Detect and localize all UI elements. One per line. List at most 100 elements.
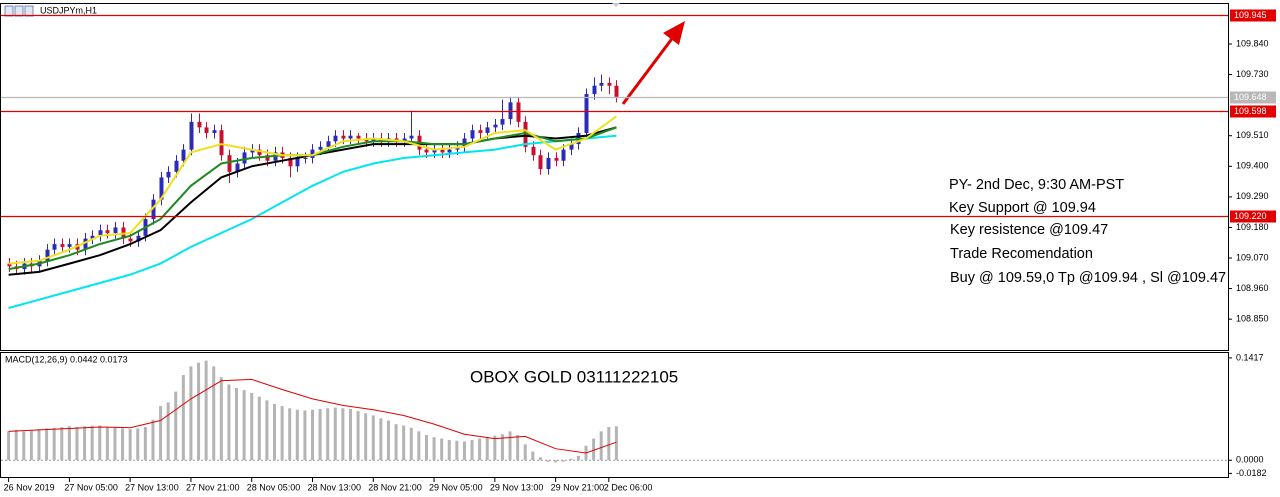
macd-bar <box>318 408 322 461</box>
x-tick-label: 27 Nov 21:00 <box>186 482 240 492</box>
candle-body <box>554 157 559 161</box>
candle-body <box>113 227 118 233</box>
macd-bar <box>181 375 185 461</box>
macd-bar <box>607 427 611 461</box>
macd-bar <box>485 437 489 461</box>
macd-bar <box>364 413 368 461</box>
macd-bar <box>273 403 277 461</box>
x-tick-label: 27 Nov 13:00 <box>125 482 179 492</box>
y-tick-label: -0.0182 <box>1236 468 1267 478</box>
candle-body <box>265 155 270 161</box>
macd-bar <box>523 444 527 461</box>
candle-body <box>189 121 194 150</box>
candle-body <box>242 152 247 164</box>
candle-body <box>493 124 498 128</box>
macd-bar <box>166 402 170 461</box>
macd-bar <box>128 429 132 461</box>
candle-body <box>212 130 217 133</box>
macd-bar <box>105 427 109 461</box>
annotation: Buy @ 109.59,0 Tp @109.94 , Sl @109.47 <box>950 270 1226 286</box>
y-tick-label: 109.180 <box>1236 222 1269 232</box>
macd-bar <box>470 440 474 461</box>
macd-bar <box>235 388 239 461</box>
macd-bar <box>554 460 558 463</box>
moving-average-line <box>8 134 617 309</box>
chart-title: USDJPYm,H1 <box>40 5 97 15</box>
macd-bar <box>174 391 178 461</box>
candle-body <box>478 130 483 133</box>
macd-bar <box>143 427 147 461</box>
candle-body <box>295 157 300 167</box>
candle-body <box>235 163 240 172</box>
candle-body <box>60 244 65 247</box>
y-tick-label: 108.850 <box>1236 314 1269 324</box>
candle-body <box>174 160 179 172</box>
macd-bar <box>29 430 33 461</box>
y-tick-label: 109.730 <box>1236 69 1269 79</box>
candle-body <box>219 130 224 156</box>
macd-bar <box>159 406 163 461</box>
level-label-box <box>1230 105 1276 118</box>
candle-body <box>470 130 475 139</box>
macd-title: MACD(12,26,9) 0.0442 0.0173 <box>5 354 128 364</box>
macd-bar <box>371 415 375 461</box>
macd-bar <box>500 434 504 461</box>
macd-bar <box>379 418 383 461</box>
y-tick-label: 0.0000 <box>1236 455 1264 465</box>
x-tick-label: 26 Nov 2019 <box>4 482 55 492</box>
candle-body <box>45 249 50 261</box>
macd-bar <box>227 384 231 461</box>
annotation: PY- 2nd Dec, 9:30 AM-PST <box>949 177 1124 193</box>
candle-body <box>599 82 604 86</box>
candle-body <box>440 149 445 153</box>
candle-body <box>181 149 186 161</box>
candle-body <box>592 85 597 95</box>
candle-body <box>356 135 361 139</box>
candle-body <box>197 121 202 128</box>
candle-body <box>607 82 612 86</box>
candle-body <box>333 135 338 142</box>
candle-body <box>83 238 88 250</box>
moving-average-line <box>8 115 617 265</box>
macd-bar <box>432 437 436 461</box>
macd-bar <box>561 460 565 462</box>
candle-body <box>250 149 255 153</box>
macd-bar <box>197 362 201 461</box>
candle-body <box>538 155 543 170</box>
macd-bar <box>462 441 466 461</box>
macd-bar <box>341 408 345 461</box>
macd-bar <box>417 431 421 461</box>
candle-body <box>105 230 110 233</box>
macd-bar <box>98 425 102 461</box>
macd-bar <box>295 409 299 461</box>
macd-bar <box>592 438 596 461</box>
macd-bar <box>326 408 330 461</box>
macd-bar <box>219 377 223 461</box>
candle-body <box>303 157 308 159</box>
candle-body <box>341 135 346 139</box>
candle-body <box>288 157 293 167</box>
macd-bar <box>151 419 155 461</box>
macd-bar <box>265 400 269 461</box>
macd-bar <box>75 427 79 461</box>
macd-bar <box>7 431 11 461</box>
macd-bar <box>516 434 520 461</box>
candle-body <box>424 149 429 153</box>
symbol-icon <box>4 5 34 17</box>
level-label: 109.945 <box>1234 10 1267 20</box>
level-label-box <box>1230 91 1276 104</box>
macd-bar <box>14 429 18 461</box>
candle-body <box>7 263 12 267</box>
macd-bar <box>356 411 360 461</box>
macd-bar <box>242 390 246 461</box>
candle-body <box>204 127 209 133</box>
macd-bar <box>204 360 208 461</box>
y-tick-label: 0.1417 <box>1236 352 1264 362</box>
candle-body <box>409 135 414 139</box>
macd-bar <box>394 424 398 461</box>
macd-bar <box>83 426 87 461</box>
annotation: Key resistence @109.47 <box>950 222 1108 238</box>
macd-bar <box>250 393 254 461</box>
candle-body <box>166 171 171 178</box>
